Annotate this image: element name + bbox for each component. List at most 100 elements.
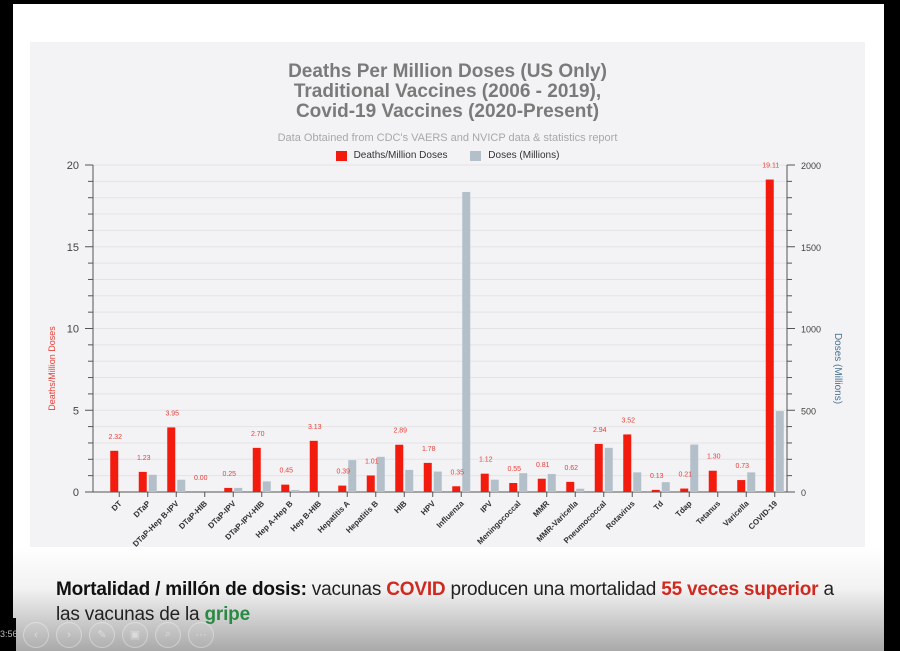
caption-covid: COVID xyxy=(386,579,446,600)
doses-bar xyxy=(291,490,300,492)
x-axis-category-label: DT xyxy=(110,499,124,513)
chart-subtitle: Data Obtained from CDC's VAERS and NVICP… xyxy=(277,132,618,144)
deaths-bar xyxy=(224,487,233,492)
legend-label-doses: Doses (Millions) xyxy=(488,150,560,161)
left-axis-tick-label: 5 xyxy=(73,405,79,417)
right-axis-tick-label: 1000 xyxy=(801,325,821,335)
doses-bar xyxy=(462,191,471,493)
left-axis-tick-label: 15 xyxy=(67,242,79,254)
x-axis-category-label: COVID-19 xyxy=(747,499,780,532)
deaths-bar xyxy=(623,434,632,492)
x-axis-category-label: HIB xyxy=(393,499,409,515)
right-axis-tick-label: 1500 xyxy=(801,243,821,253)
deaths-bar xyxy=(167,427,176,492)
deaths-bar xyxy=(338,485,347,492)
slides-button[interactable]: ▣ xyxy=(122,621,148,648)
deaths-data-label: 19.11 xyxy=(762,163,779,170)
x-axis-category-label: Tetanus xyxy=(695,499,723,527)
deaths-data-label: 2.89 xyxy=(393,428,407,435)
deaths-bar xyxy=(680,488,689,492)
deaths-data-label: 3.52 xyxy=(621,417,635,424)
deaths-bar xyxy=(309,440,318,492)
deaths-data-label: 0.21 xyxy=(678,472,692,479)
deaths-data-label: 1.78 xyxy=(422,446,436,453)
doses-bar xyxy=(576,488,585,492)
time-readout: 3:56 xyxy=(0,618,16,651)
previous-icon: ‹ xyxy=(34,628,38,641)
deaths-data-label: 2.70 xyxy=(251,431,265,438)
deaths-bar xyxy=(509,483,518,492)
deaths-bar xyxy=(110,450,119,492)
doses-bar xyxy=(519,473,528,492)
pen-button[interactable]: ✎ xyxy=(89,621,115,648)
x-axis-category-label: Tdap xyxy=(674,499,694,519)
deaths-data-label: 2.32 xyxy=(108,434,122,441)
deaths-data-label: 0.25 xyxy=(222,471,236,478)
deaths-data-label: 2.94 xyxy=(593,427,607,434)
deaths-bar xyxy=(651,489,660,492)
next-icon: › xyxy=(67,628,71,641)
doses-bar xyxy=(690,444,699,492)
deaths-data-label: 0.45 xyxy=(279,468,293,475)
doses-bar xyxy=(490,479,499,492)
more-button[interactable]: ··· xyxy=(188,621,214,648)
x-axis-category-label: MMR xyxy=(531,499,551,519)
doses-bar xyxy=(148,474,157,492)
deaths-bar xyxy=(537,478,546,492)
legend-swatch-doses xyxy=(470,150,482,161)
doses-bar xyxy=(604,447,613,492)
left-axis-tick-label: 20 xyxy=(67,160,79,172)
deaths-data-label: 0.35 xyxy=(450,469,464,476)
legend-item-deaths: Deaths/Million Doses xyxy=(335,150,448,161)
left-axis-title: Deaths/Million Doses xyxy=(47,326,57,411)
x-axis-category-label: DTaP xyxy=(132,499,153,520)
chart-title-line-3: Covid-19 Vaccines (2020-Present) xyxy=(295,101,600,122)
chart-panel: Deaths Per Million Doses (US Only) Tradi… xyxy=(30,42,865,547)
more-icon: ··· xyxy=(195,628,207,641)
caption-heading: Mortalidad / millón de dosis: xyxy=(56,579,307,600)
doses-bar xyxy=(633,472,642,492)
deaths-bar xyxy=(594,443,603,492)
deaths-data-label: 1.30 xyxy=(707,454,721,461)
caption-55-times: 55 veces superior xyxy=(661,579,819,600)
next-button[interactable]: › xyxy=(56,621,82,648)
caption-text-4: producen una mortalidad xyxy=(445,579,662,600)
doses-bar xyxy=(177,479,186,492)
right-axis-tick-label: 2000 xyxy=(801,161,821,171)
x-axis-category-label: Rotavirus xyxy=(604,499,637,532)
doses-bar xyxy=(433,471,442,492)
deaths-bar xyxy=(366,475,375,492)
right-axis-title: Doses (Millions) xyxy=(832,333,843,404)
doses-bar xyxy=(775,411,784,492)
deaths-bar xyxy=(452,486,461,492)
pen-icon: ✎ xyxy=(97,629,107,641)
deaths-bar xyxy=(395,444,404,492)
deaths-bar xyxy=(708,470,717,492)
right-axis-tick-label: 500 xyxy=(801,406,816,416)
deaths-bar xyxy=(423,462,432,492)
deaths-data-label: 0.55 xyxy=(507,466,521,473)
x-axis-category-label: Td xyxy=(652,499,665,512)
chart-title: Deaths Per Million Doses (US Only) Tradi… xyxy=(30,62,865,122)
x-axis-category-label: DTaP-HIB xyxy=(177,499,209,531)
zoom-button[interactable]: ⌕ xyxy=(155,621,181,648)
deaths-data-label: 3.13 xyxy=(308,424,322,431)
doses-bar xyxy=(661,482,670,492)
previous-button[interactable]: ‹ xyxy=(23,621,49,648)
deaths-bar xyxy=(566,481,575,492)
deaths-bar xyxy=(765,179,774,492)
right-axis-tick-label: 0 xyxy=(801,488,806,498)
zoom-icon: ⌕ xyxy=(164,628,172,640)
deaths-data-label: 0.00 xyxy=(194,475,208,482)
deaths-bar xyxy=(737,480,746,492)
slides-icon: ▣ xyxy=(129,629,141,641)
doses-bar xyxy=(234,487,243,492)
chart-title-line-2: Traditional Vaccines (2006 - 2019), xyxy=(293,81,602,102)
deaths-data-label: 1.01 xyxy=(365,458,379,465)
legend-label-deaths: Deaths/Million Doses xyxy=(353,150,448,161)
deaths-bar xyxy=(252,447,261,492)
deaths-bar xyxy=(138,471,147,492)
doses-bar xyxy=(547,474,556,492)
deaths-bar xyxy=(281,484,290,492)
chart-plot: 0 5 10 15 20 Deaths/Million Doses 0 500 1000 1500… xyxy=(47,160,843,547)
